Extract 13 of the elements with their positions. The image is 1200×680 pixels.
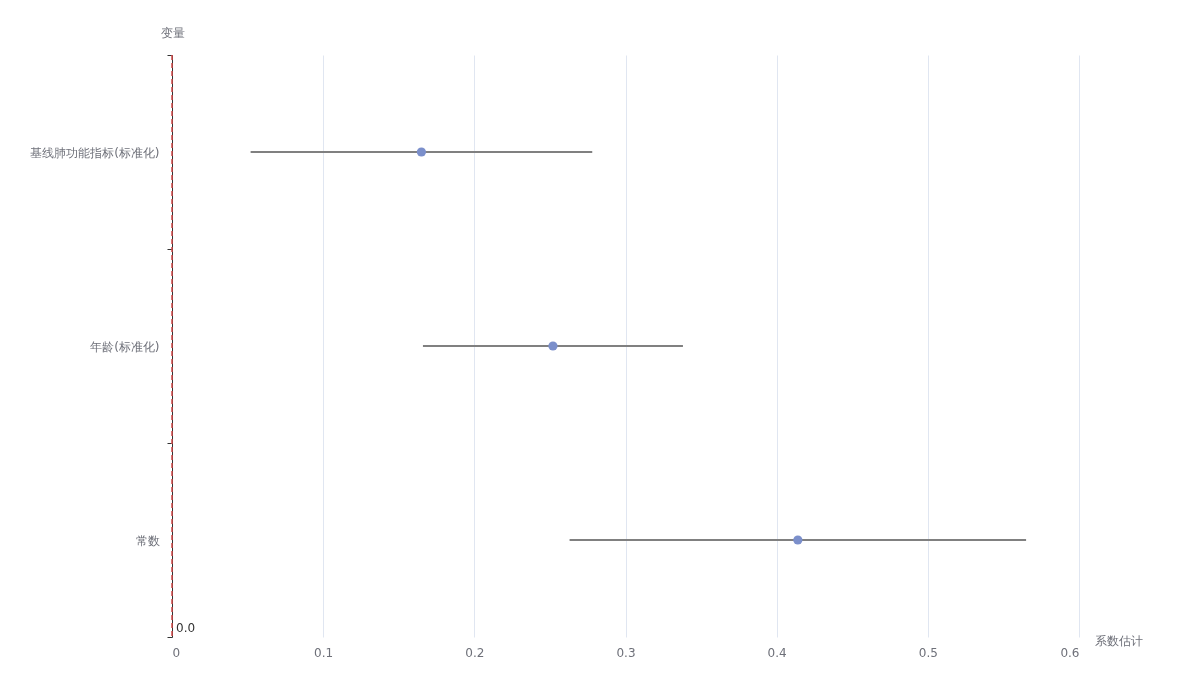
x-tick-label: 0.3 xyxy=(616,645,636,660)
x-tick-label: 0 xyxy=(172,645,181,660)
x-axis-title: 系数估计 xyxy=(1094,633,1143,648)
y-tick-label: 基线肺功能指标(标准化) xyxy=(30,145,160,160)
y-tick-label: 年龄(标准化) xyxy=(90,339,160,354)
x-tick-label: 0.6 xyxy=(1060,645,1080,660)
x-tick-label: 0.2 xyxy=(465,645,485,660)
x-tick-label: 0.4 xyxy=(767,645,787,660)
ref-line-label: 0.0 xyxy=(176,621,196,635)
x-tick-label: 0.1 xyxy=(314,645,334,660)
x-tick-label: 0.5 xyxy=(918,645,938,660)
y-tick-label: 常数 xyxy=(135,533,160,548)
y-axis-title: 变量 xyxy=(160,25,185,40)
